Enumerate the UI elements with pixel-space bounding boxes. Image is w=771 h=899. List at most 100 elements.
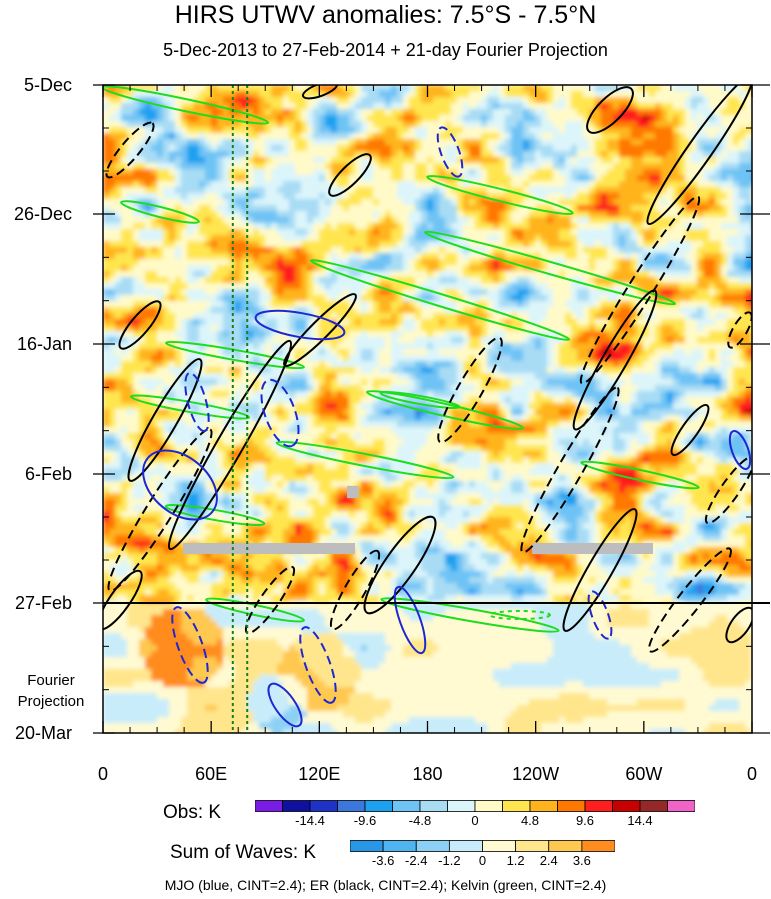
mjo-contour [299, 626, 337, 704]
anomaly-field [103, 85, 752, 733]
kelvin-contour [129, 394, 251, 420]
projection-shading [103, 603, 752, 733]
er-contour [301, 85, 339, 100]
colorbar-tick-label: -4.8 [408, 813, 432, 828]
er-contour [107, 428, 213, 592]
colorbar-swatch [482, 840, 517, 852]
kelvin-contour [103, 85, 270, 125]
er-contour [562, 508, 638, 632]
obs-shading [103, 85, 752, 608]
mjo-contour [587, 590, 613, 640]
colorbar-swatch [419, 800, 448, 812]
y-tick-label: 20-Mar [14, 723, 72, 743]
kelvin-contour [164, 504, 266, 526]
colorbar-swatch [309, 800, 338, 812]
x-tick-label: 0 [97, 764, 108, 784]
waves-colorbar [350, 840, 615, 852]
kelvin-contour [366, 390, 524, 430]
missing-data [183, 486, 653, 554]
er-contour [670, 404, 710, 456]
missing-data-bar [532, 543, 653, 554]
y-tick-label: 5-Dec [23, 75, 72, 95]
er-contour [328, 153, 372, 197]
kelvin-contour [275, 440, 455, 480]
x-tick-label: 60E [195, 764, 228, 784]
chart-title: HIRS UTWV anomalies: 7.5°S - 7.5°N [174, 1, 597, 29]
colorbar-swatch [448, 840, 483, 852]
obs-colorbar [255, 800, 695, 812]
kelvin-contour [309, 259, 571, 341]
kelvin-contour [165, 340, 305, 370]
kelvin-contour [380, 597, 560, 633]
colorbar-swatch [255, 800, 283, 812]
colorbar-swatch [337, 800, 366, 812]
plot-axes [93, 84, 770, 734]
colorbar-tick-label: -14.4 [295, 813, 325, 828]
er-contour [363, 515, 437, 615]
colorbar-tick-label: -1.2 [438, 853, 461, 868]
chart-subtitle: 5-Dec-2013 to 27-Feb-2014 + 21-day Fouri… [163, 40, 608, 60]
colorbar-swatch [515, 840, 550, 852]
colorbar-swatch [282, 800, 311, 812]
er-contour [437, 336, 503, 444]
mjo-contour [254, 309, 346, 341]
colorbar-swatch [584, 800, 613, 812]
colorbar-swatch [350, 840, 384, 852]
mjo-contour [267, 682, 303, 728]
er-contour [103, 569, 143, 631]
kelvin-contour [120, 200, 200, 224]
missing-data-bar [347, 486, 359, 498]
colorbar-swatch [557, 800, 586, 812]
er-contour [105, 121, 155, 179]
colorbar-swatch [364, 800, 393, 812]
x-tick-label: 120E [298, 764, 341, 784]
mjo-contour [184, 371, 210, 433]
colorbar-swatch [392, 800, 421, 812]
colorbar-tick-label: 4.8 [520, 813, 540, 828]
colorbar-swatch [415, 840, 450, 852]
mjo-contour [436, 126, 464, 178]
colorbar-swatch [612, 800, 641, 812]
er-contour [118, 300, 162, 350]
x-tick-label: 60W [625, 764, 663, 784]
colorbar-tick-label: 3.6 [572, 853, 591, 868]
colorbar-swatch [502, 800, 531, 812]
x-tick-label: 0 [746, 764, 757, 784]
colorbar-tick-label: 0 [471, 813, 479, 828]
obs-colorbar-title: Obs: K [163, 802, 222, 823]
y-tick-label: 6-Feb [24, 464, 72, 484]
er-contour [572, 289, 658, 431]
x-tick-label: 180 [412, 764, 443, 784]
colorbar-swatch [581, 840, 615, 852]
er-contour [127, 358, 203, 482]
y-tick-label: 27-Feb [14, 593, 72, 613]
mjo-contour [171, 606, 209, 684]
er-contour [586, 86, 634, 134]
y-tick-label: 16-Jan [16, 334, 72, 354]
colorbar-swatch [529, 800, 558, 812]
colorbar-tick-label: 1.2 [506, 853, 525, 868]
mjo-contour [393, 585, 427, 655]
er-contour [648, 547, 732, 653]
waves-colorbar-title: Sum of Waves: K [170, 842, 317, 863]
kelvin-contour [379, 391, 461, 409]
mjo-contour [260, 378, 300, 448]
colorbar-swatch [667, 800, 695, 812]
colorbar-tick-label: 9.6 [575, 813, 595, 828]
er-contour [167, 339, 293, 551]
projection-label: Fourier Projection [17, 672, 85, 710]
kelvin-contour [426, 174, 574, 216]
colorbar-tick-label: 0 [478, 853, 487, 868]
kelvin-contour [580, 460, 700, 490]
y-tick-label: 26-Dec [13, 204, 72, 224]
er-contour [727, 311, 752, 349]
er-contour [329, 549, 381, 631]
er-contour [579, 195, 701, 385]
colorbar-tick-label: -3.6 [371, 853, 395, 868]
x-tick-label: 120W [512, 764, 560, 784]
colorbar-swatch [382, 840, 417, 852]
er-contour [646, 85, 752, 226]
mjo-contour [728, 430, 752, 470]
colorbar-swatch [639, 800, 668, 812]
colorbar-tick-label: -9.6 [353, 813, 377, 828]
